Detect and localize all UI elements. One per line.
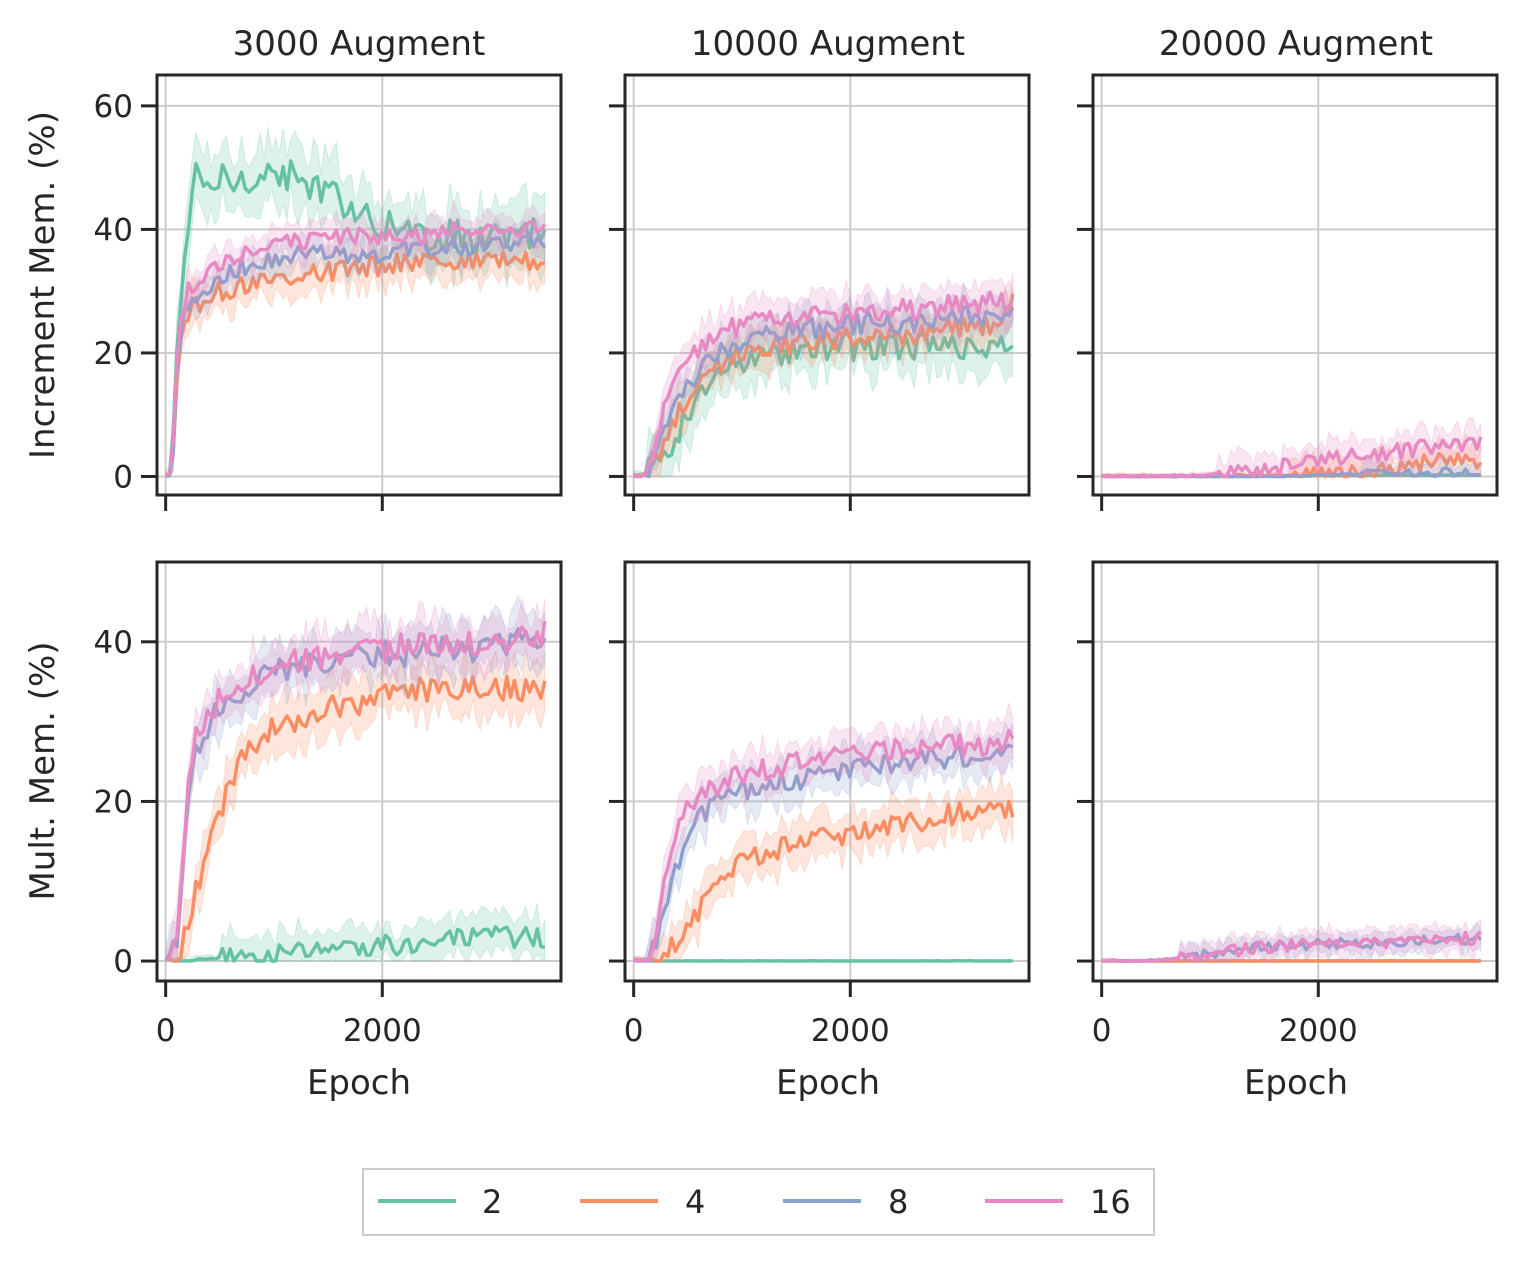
series-band-16 bbox=[165, 597, 546, 962]
series-band-2 bbox=[165, 126, 546, 477]
panel-frame bbox=[1091, 73, 1499, 497]
series-group bbox=[164, 126, 547, 478]
xtick-label: 0 bbox=[1092, 1013, 1112, 1049]
legend-label-2: 2 bbox=[482, 1183, 502, 1221]
series-group bbox=[633, 702, 1015, 963]
series-band-16 bbox=[165, 199, 546, 478]
series-group bbox=[633, 273, 1015, 479]
xlabel-col-3: Epoch bbox=[1244, 1063, 1348, 1103]
series-group bbox=[164, 594, 547, 963]
panel-increment-20000 bbox=[1077, 73, 1499, 511]
legend: 2 4 8 16 bbox=[362, 1168, 1155, 1236]
panel-mult-20000: 0 2000 bbox=[1077, 560, 1499, 1049]
ytick-label: 0 bbox=[113, 944, 133, 980]
ylabel-row-2: Mult. Mem. (%) bbox=[23, 641, 63, 900]
series-band-8 bbox=[165, 594, 546, 962]
ytick-label: 20 bbox=[94, 784, 133, 820]
title-col-2: 10000 Augment bbox=[691, 24, 965, 64]
xtick-label: 2000 bbox=[343, 1013, 422, 1049]
series-line-16 bbox=[633, 290, 1013, 479]
series-line-8 bbox=[633, 305, 1015, 479]
series-line-4 bbox=[164, 674, 547, 963]
series-group bbox=[1101, 416, 1483, 479]
ytick-label: 0 bbox=[113, 459, 133, 495]
series-group bbox=[1101, 918, 1483, 963]
ytick-label: 20 bbox=[94, 336, 133, 372]
panel-increment-3000: 0 20 40 60 bbox=[94, 73, 563, 511]
legend-label-4: 4 bbox=[685, 1183, 705, 1221]
series-line-16 bbox=[1101, 930, 1482, 963]
series-line-4 bbox=[633, 799, 1015, 963]
panel-frame bbox=[155, 560, 563, 983]
ytick-label: 40 bbox=[94, 625, 133, 661]
title-col-1: 3000 Augment bbox=[233, 24, 486, 64]
ytick-label: 40 bbox=[94, 212, 133, 248]
series-line-16 bbox=[164, 620, 547, 962]
xtick-label: 2000 bbox=[811, 1013, 890, 1049]
series-line-4 bbox=[633, 293, 1015, 479]
series-line-8 bbox=[165, 231, 547, 478]
series-line-2 bbox=[165, 925, 546, 963]
ylabel-row-1: Increment Mem. (%) bbox=[23, 111, 63, 459]
xtick-label: 0 bbox=[624, 1013, 644, 1049]
series-band-8 bbox=[633, 280, 1014, 477]
panel-mult-3000: 0 20 40 0 2000 bbox=[94, 560, 563, 1049]
panel-frame bbox=[623, 73, 1031, 497]
series-line-4 bbox=[165, 250, 545, 478]
series-line-16 bbox=[633, 728, 1015, 963]
xtick-label: 0 bbox=[156, 1013, 176, 1049]
series-line-8 bbox=[633, 743, 1014, 963]
series-band-16 bbox=[633, 702, 1014, 962]
series-line-16 bbox=[1101, 436, 1483, 479]
panel-frame bbox=[1091, 560, 1499, 983]
legend-label-8: 8 bbox=[888, 1183, 908, 1221]
panel-frame bbox=[155, 73, 563, 497]
panel-increment-10000 bbox=[609, 73, 1031, 511]
series-band-2 bbox=[165, 903, 546, 963]
title-col-3: 20000 Augment bbox=[1159, 24, 1433, 64]
series-line-16 bbox=[164, 220, 547, 478]
series-band-4 bbox=[633, 774, 1014, 962]
series-band-4 bbox=[165, 646, 546, 962]
legend-label-16: 16 bbox=[1090, 1183, 1131, 1221]
xtick-label: 2000 bbox=[1279, 1013, 1358, 1049]
ytick-label: 60 bbox=[94, 89, 133, 125]
xlabel-col-2: Epoch bbox=[776, 1063, 880, 1103]
xlabel-col-1: Epoch bbox=[307, 1063, 411, 1103]
panel-frame bbox=[623, 560, 1031, 983]
panel-mult-10000: 0 2000 bbox=[609, 560, 1031, 1049]
